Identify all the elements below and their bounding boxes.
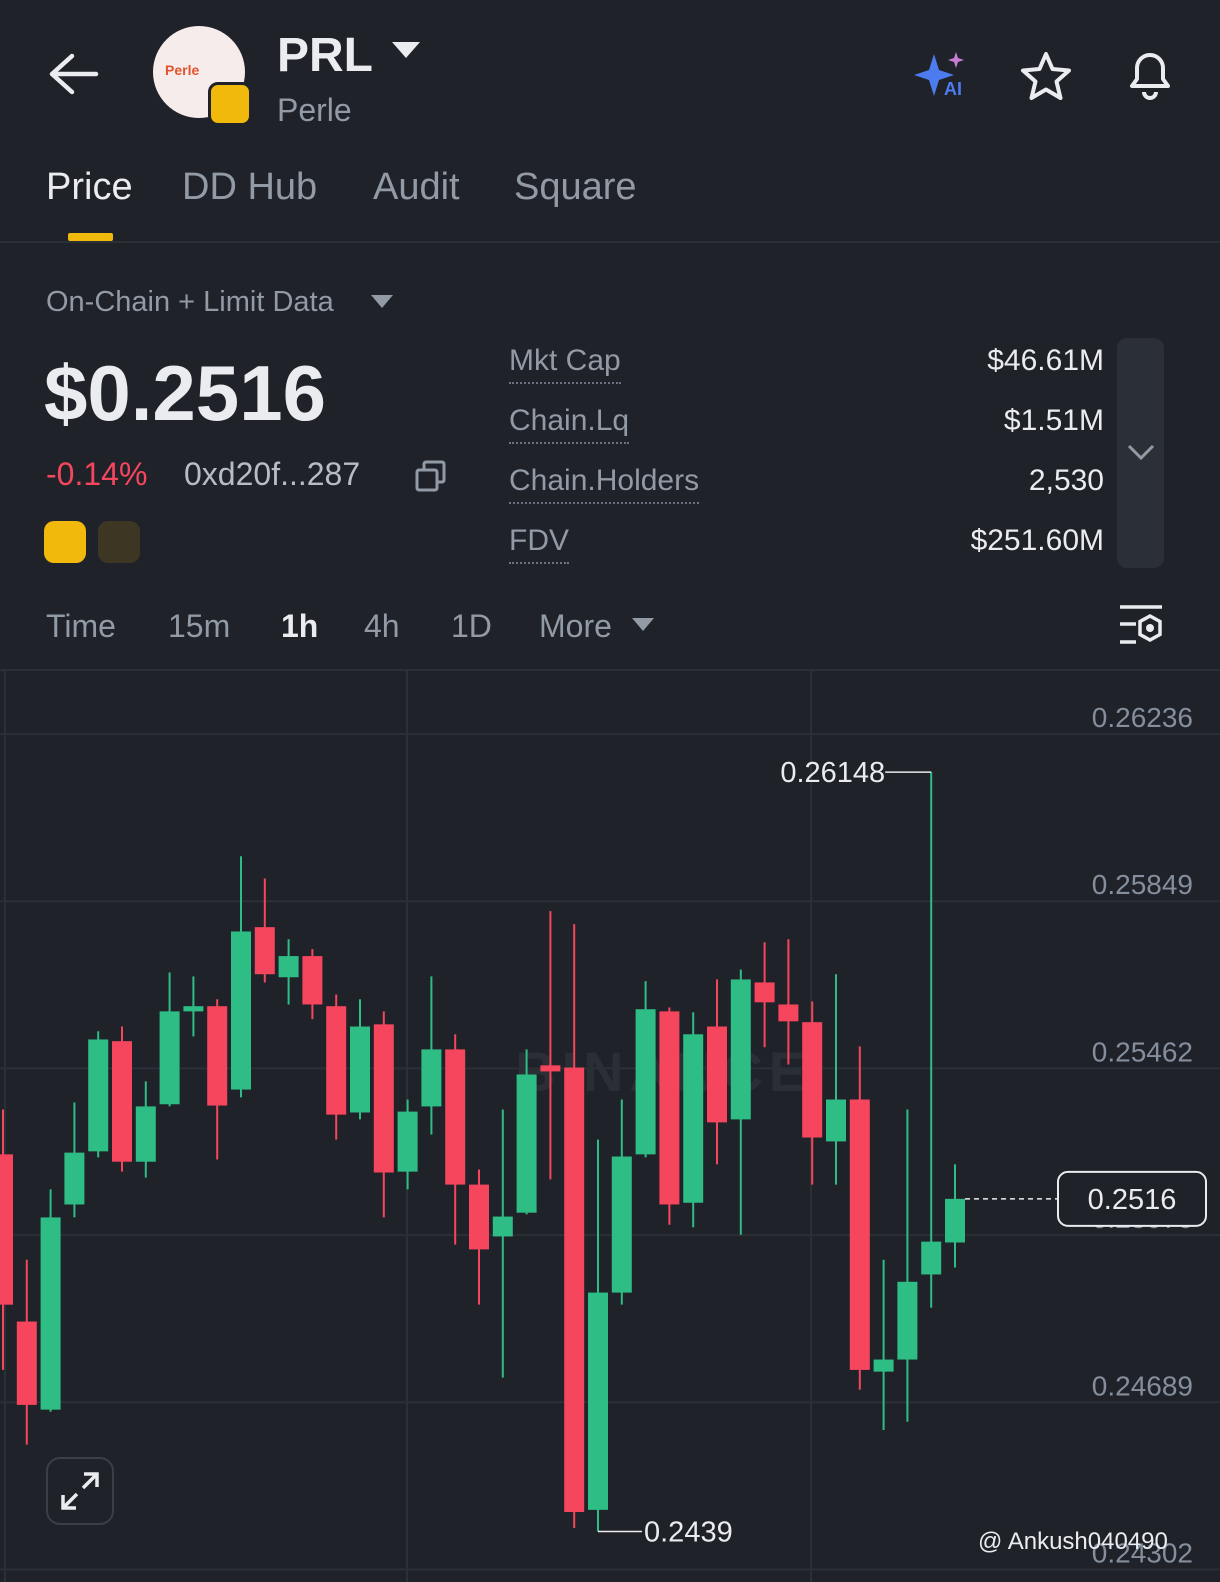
- stat-value: $1.51M: [1003, 404, 1104, 437]
- y-tick-label: 0.24302: [1092, 1537, 1193, 1568]
- candle-body: [873, 1359, 894, 1372]
- high-label: 0.26148: [780, 757, 885, 789]
- y-tick-label: 0.26236: [1092, 702, 1193, 733]
- last-price-label: 0.2516: [1088, 1184, 1177, 1216]
- candle-body: [588, 1292, 608, 1510]
- y-tick-label: 0.24689: [1092, 1370, 1193, 1401]
- candle-body: [207, 1006, 228, 1106]
- candle-body: [921, 1241, 942, 1275]
- ai-button[interactable]: AI: [912, 50, 972, 100]
- candle-body: [159, 1011, 180, 1105]
- candle-body: [88, 1039, 109, 1152]
- timeframe[interactable]: Time: [46, 608, 116, 644]
- stat-value: $46.61M: [987, 344, 1104, 377]
- candle-body: [421, 1049, 442, 1107]
- candle-body: [540, 1065, 561, 1072]
- candle-body: [373, 1024, 394, 1173]
- fullscreen-icon: [61, 1472, 99, 1510]
- candle-body: [231, 931, 251, 1090]
- alert-button[interactable]: [1122, 46, 1178, 102]
- divider: [0, 669, 1220, 671]
- candle-body: [16, 1321, 37, 1405]
- expand-chevron: [1127, 444, 1155, 461]
- stat-value: 2,530: [1028, 464, 1104, 497]
- data-source[interactable]: On-Chain + Limit Data: [46, 286, 334, 318]
- candle-body: [492, 1216, 513, 1237]
- candle-body: [302, 956, 323, 1005]
- price-change: -0.14%: [46, 456, 148, 492]
- contract-address: 0xd20f...287: [184, 456, 361, 492]
- candle-body: [516, 1074, 537, 1213]
- timeframe[interactable]: 15m: [168, 608, 231, 644]
- candle-body: [707, 1026, 727, 1123]
- candle-body: [802, 1022, 823, 1138]
- launch-icon: [98, 521, 140, 563]
- tab[interactable]: Audit: [373, 166, 460, 208]
- bnb-chain-icon: [44, 521, 86, 563]
- y-tick-label: 0.25462: [1092, 1036, 1193, 1067]
- active-tab-indicator: [68, 233, 113, 241]
- tab[interactable]: DD Hub: [182, 166, 318, 208]
- candle-body: [326, 1006, 347, 1115]
- candle-body: [611, 1156, 632, 1293]
- tab[interactable]: Square: [514, 166, 637, 208]
- candlestick-chart: 0.262360.258490.254620.250760.246890.243…: [0, 671, 1220, 1582]
- candle-body: [778, 1004, 799, 1022]
- candle-body: [135, 1106, 156, 1162]
- chain-badge: [208, 82, 252, 126]
- stat-label: FDV: [509, 524, 569, 564]
- candle-body: [564, 1067, 585, 1513]
- low-label: 0.2439: [644, 1516, 733, 1548]
- candle-body: [397, 1111, 418, 1172]
- y-tick-label: 0.25849: [1092, 869, 1193, 900]
- stat-label: Chain.Lq: [509, 404, 630, 444]
- candle-body: [445, 1049, 466, 1185]
- candle-body: [254, 927, 275, 975]
- back-button[interactable]: [48, 52, 100, 96]
- token-symbol[interactable]: PRL: [277, 29, 373, 82]
- logo-text: Perle: [165, 62, 200, 78]
- candle-body: [112, 1041, 132, 1162]
- timeframe[interactable]: More: [539, 608, 612, 644]
- token-name: Perle: [277, 92, 352, 128]
- last-price-box: [1057, 1170, 1207, 1227]
- source-dropdown[interactable]: [371, 295, 393, 309]
- divider: [0, 241, 1220, 243]
- candle-body: [64, 1152, 85, 1205]
- timeframe[interactable]: 1D: [451, 608, 492, 644]
- candle-body: [849, 1099, 870, 1370]
- copy-button[interactable]: [414, 459, 448, 493]
- tab[interactable]: Price: [46, 166, 133, 208]
- stat-label: Mkt Cap: [509, 344, 621, 384]
- timeframe[interactable]: 1h: [281, 608, 319, 644]
- favorite-button[interactable]: [1018, 50, 1074, 102]
- fullscreen-button[interactable]: [46, 1457, 114, 1525]
- token-logo: Perle: [153, 26, 245, 118]
- candle-body: [754, 982, 775, 1003]
- candle-body: [826, 1099, 846, 1142]
- candle-body: [278, 956, 299, 978]
- chart-settings[interactable]: [1118, 604, 1164, 648]
- candle-body: [683, 1034, 704, 1203]
- stats-expand[interactable]: [1117, 338, 1164, 568]
- timeframe[interactable]: 4h: [364, 608, 400, 644]
- stat-label: Chain.Holders: [509, 464, 700, 504]
- candle-body: [730, 979, 751, 1120]
- more-dropdown[interactable]: [632, 618, 654, 632]
- candle-body: [659, 1011, 680, 1205]
- candle-body: [350, 1026, 370, 1113]
- current-price: $0.2516: [44, 349, 326, 437]
- credit: @ Ankush040490: [978, 1528, 1168, 1555]
- stat-value: $251.60M: [970, 524, 1104, 557]
- candle-body: [0, 1154, 13, 1305]
- candle-body: [40, 1217, 61, 1410]
- candle-body: [635, 1009, 656, 1155]
- candle-body: [183, 1006, 204, 1012]
- ai-label: AI: [944, 79, 962, 99]
- symbol-dropdown[interactable]: [392, 42, 420, 60]
- candle-body: [897, 1281, 918, 1360]
- candle-body: [469, 1184, 489, 1250]
- candle-body: [945, 1198, 965, 1243]
